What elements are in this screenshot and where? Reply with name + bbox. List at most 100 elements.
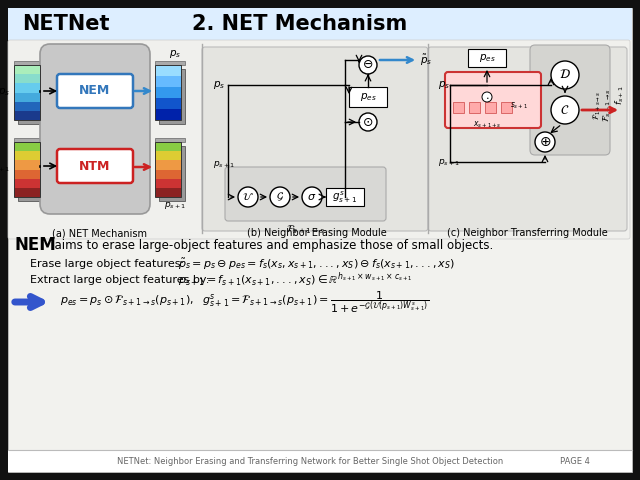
Bar — [155, 61, 185, 65]
Bar — [155, 142, 181, 151]
Text: $\mathcal{F}_{s+1\rightarrow s}$: $\mathcal{F}_{s+1\rightarrow s}$ — [601, 88, 612, 122]
Text: $s_{s+1}$: $s_{s+1}$ — [510, 101, 528, 111]
Text: $\mathcal{G}$: $\mathcal{G}$ — [276, 191, 284, 203]
Text: $\odot$: $\odot$ — [362, 116, 374, 129]
Bar — [14, 84, 40, 93]
Text: (c) Neighbor Transferring Module: (c) Neighbor Transferring Module — [447, 228, 607, 238]
Text: NEM: NEM — [79, 84, 111, 97]
Bar — [155, 188, 181, 197]
Bar — [155, 151, 181, 160]
Bar — [155, 76, 181, 87]
Text: $p_{s+1} = f_{s+1}(x_{s+1}, ..., x_S) \in \mathbb{R}^{h_{s+1} \times w_{s+1} \ti: $p_{s+1} = f_{s+1}(x_{s+1}, ..., x_S) \i… — [178, 271, 413, 289]
Bar — [155, 109, 181, 120]
FancyBboxPatch shape — [8, 40, 630, 239]
Text: Erase large object features:: Erase large object features: — [30, 259, 184, 269]
Text: $\mathcal{F}_{1+s\rightarrow s}$: $\mathcal{F}_{1+s\rightarrow s}$ — [591, 91, 603, 120]
FancyBboxPatch shape — [225, 167, 386, 221]
Circle shape — [270, 187, 290, 207]
Bar — [18, 146, 44, 201]
Text: $\tilde{p}_s = p_s \ominus p_{es} = f_s(x_s, x_{s+1}, ..., x_S) \ominus f_s(x_{s: $\tilde{p}_s = p_s \ominus p_{es} = f_s(… — [178, 256, 455, 272]
Text: $p_{s+1}$: $p_{s+1}$ — [438, 156, 460, 168]
Bar — [155, 169, 181, 179]
Text: PAGE 4: PAGE 4 — [560, 456, 590, 466]
FancyBboxPatch shape — [202, 47, 428, 231]
Bar — [8, 8, 632, 40]
Bar — [155, 160, 181, 169]
Bar — [159, 69, 185, 124]
FancyBboxPatch shape — [40, 44, 150, 214]
Circle shape — [302, 187, 322, 207]
Text: $\oplus$: $\oplus$ — [539, 135, 551, 149]
Text: $p_s$: $p_s$ — [438, 79, 451, 91]
Circle shape — [535, 132, 555, 152]
Bar — [349, 87, 387, 107]
Text: $p_{s+1}$: $p_{s+1}$ — [164, 200, 186, 211]
Circle shape — [482, 92, 492, 102]
Bar — [155, 87, 181, 98]
Bar — [14, 138, 44, 142]
Text: $p_{es}$: $p_{es}$ — [360, 91, 376, 103]
Bar — [14, 111, 40, 120]
Bar — [155, 179, 181, 188]
Circle shape — [359, 56, 377, 74]
Bar — [14, 142, 40, 197]
Circle shape — [359, 113, 377, 131]
Bar — [14, 74, 40, 84]
Circle shape — [551, 96, 579, 124]
Text: (b) Neighbor Erasing Module: (b) Neighbor Erasing Module — [247, 228, 387, 238]
Text: $p_{es} = p_s \odot \mathcal{F}_{s+1\rightarrow s}(p_{s+1}),\ \ g^s_{s+1} = \mat: $p_{es} = p_s \odot \mathcal{F}_{s+1\rig… — [60, 289, 429, 315]
FancyBboxPatch shape — [428, 47, 627, 231]
Text: $p_s$: $p_s$ — [213, 79, 225, 91]
Bar — [468, 49, 506, 67]
Text: aims to erase large-object features and emphasize those of small objects.: aims to erase large-object features and … — [47, 239, 493, 252]
Text: $g^s_{s+1}$: $g^s_{s+1}$ — [332, 189, 358, 204]
Text: (a) NET Mechanism: (a) NET Mechanism — [52, 228, 147, 238]
Text: $p_{es}$: $p_{es}$ — [479, 52, 495, 64]
Bar — [14, 65, 40, 120]
FancyBboxPatch shape — [530, 45, 610, 155]
Text: $\cdot$: $\cdot$ — [485, 92, 489, 102]
FancyBboxPatch shape — [57, 74, 133, 108]
Bar — [155, 98, 181, 109]
Bar — [501, 102, 512, 113]
Bar — [14, 93, 40, 102]
FancyBboxPatch shape — [445, 72, 541, 128]
Text: NTM: NTM — [79, 159, 111, 172]
Text: $\mathcal{C}$: $\mathcal{C}$ — [560, 104, 570, 117]
Bar — [14, 151, 40, 160]
Text: $\ominus$: $\ominus$ — [362, 59, 374, 72]
Text: NEM: NEM — [15, 236, 57, 254]
Text: $p_{s+1}$: $p_{s+1}$ — [0, 164, 10, 175]
Text: NETNet: NETNet — [22, 14, 109, 34]
Bar — [14, 188, 40, 197]
Bar — [159, 146, 185, 201]
Bar — [14, 102, 40, 111]
Text: Extract large object features by:: Extract large object features by: — [30, 275, 209, 285]
Bar — [18, 69, 44, 124]
Bar — [326, 188, 364, 206]
Bar — [14, 160, 40, 169]
Bar — [155, 65, 181, 120]
Bar — [14, 65, 40, 74]
Text: NETNet: Neighbor Erasing and Transferring Network for Better Single Shot Object : NETNet: Neighbor Erasing and Transferrin… — [117, 456, 503, 466]
Bar — [14, 61, 44, 65]
Text: $p_{s+1}$: $p_{s+1}$ — [213, 159, 236, 170]
Text: $\tilde{p}_s$: $\tilde{p}_s$ — [420, 52, 433, 68]
Bar — [14, 179, 40, 188]
Bar — [14, 142, 40, 151]
Text: $p_s$: $p_s$ — [169, 48, 181, 60]
Text: $p_s$: $p_s$ — [0, 86, 10, 98]
Text: $\mathcal{D}$: $\mathcal{D}$ — [559, 69, 571, 82]
Text: $f_{s+1}$: $f_{s+1}$ — [614, 85, 627, 105]
Bar — [8, 450, 632, 472]
Bar — [14, 169, 40, 179]
FancyBboxPatch shape — [57, 149, 133, 183]
Text: $\sigma$: $\sigma$ — [307, 192, 317, 202]
Bar — [453, 102, 464, 113]
Bar — [469, 102, 480, 113]
Bar — [485, 102, 496, 113]
Bar — [155, 65, 181, 76]
Text: $x_{s+1+s}$: $x_{s+1+s}$ — [473, 120, 501, 131]
Circle shape — [551, 61, 579, 89]
Text: $\mathcal{F}_{s+1\rightarrow s}$: $\mathcal{F}_{s+1\rightarrow s}$ — [285, 223, 324, 236]
